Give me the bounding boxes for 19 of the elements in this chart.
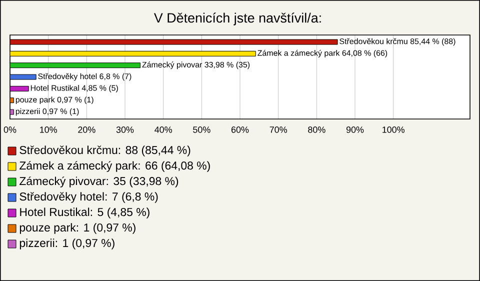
x-tick-label: 40% (154, 126, 172, 133)
text: pouze park: 1 (0,97 %) (20, 223, 136, 234)
x-tick-label: 50% (193, 126, 210, 133)
x-tick-label: 80% (308, 126, 326, 133)
text: Středověkou krčmu: 88 (85,44 %) (20, 146, 190, 156)
text: Zámek a zámecký park: 66 (64,08 %) (20, 161, 210, 172)
x-tick-label: 0% (4, 126, 16, 133)
x-tick-label: 20% (78, 126, 96, 133)
x-tick-label: 10% (40, 126, 57, 133)
x-tick-label: 90% (346, 126, 364, 133)
x-tick-label: 100% (382, 126, 404, 133)
x-tick-label: 60% (231, 126, 249, 133)
chart-title: V Dětenicích jste navštívil/a: (154, 12, 321, 26)
x-tick-label: 30% (116, 126, 134, 133)
text: Zámecký pivovar: 35 (33,98 %) (20, 176, 178, 188)
x-tick-label: 70% (270, 126, 287, 133)
text: Hotel Rustikal: 5 (4,85 %) (20, 208, 150, 218)
text: Středověky hotel: 7 (6,8 %) (20, 192, 158, 203)
text: pizzerii: 1 (0,97 %) (20, 238, 114, 250)
